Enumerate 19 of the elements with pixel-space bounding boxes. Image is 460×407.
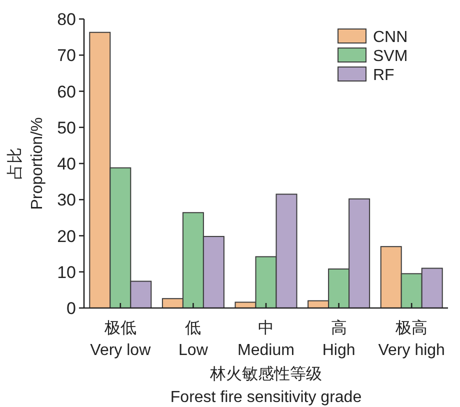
y-tick-label: 70 xyxy=(57,46,76,66)
x-tick-label: 高 High xyxy=(322,319,356,359)
x-tick-label: 低 Low xyxy=(178,320,208,359)
y-tick-label: 0 xyxy=(66,299,76,318)
legend-label: SVM xyxy=(373,48,408,65)
y-tick-label: 20 xyxy=(57,226,76,246)
y-tick-label: 60 xyxy=(57,82,76,102)
x-tick-label: 极高 Very high xyxy=(378,319,445,359)
y-tick-label: 80 xyxy=(57,10,76,29)
y-tick-label: 40 xyxy=(57,154,76,174)
x-tick-label: 中 Medium xyxy=(238,319,294,359)
x-axis-title: 林火敏感性等级 Forest fire sensitivity grade xyxy=(170,365,362,406)
x-tick-label: 极低 Very low xyxy=(90,320,152,359)
legend-label: RF xyxy=(373,67,395,84)
y-axis-title: 占比 Proportion/% xyxy=(6,117,46,210)
y-tick-label: 10 xyxy=(57,262,76,282)
legend-label: CNN xyxy=(373,29,408,46)
y-tick-label: 50 xyxy=(57,118,76,138)
y-tick-label: 30 xyxy=(57,190,76,210)
